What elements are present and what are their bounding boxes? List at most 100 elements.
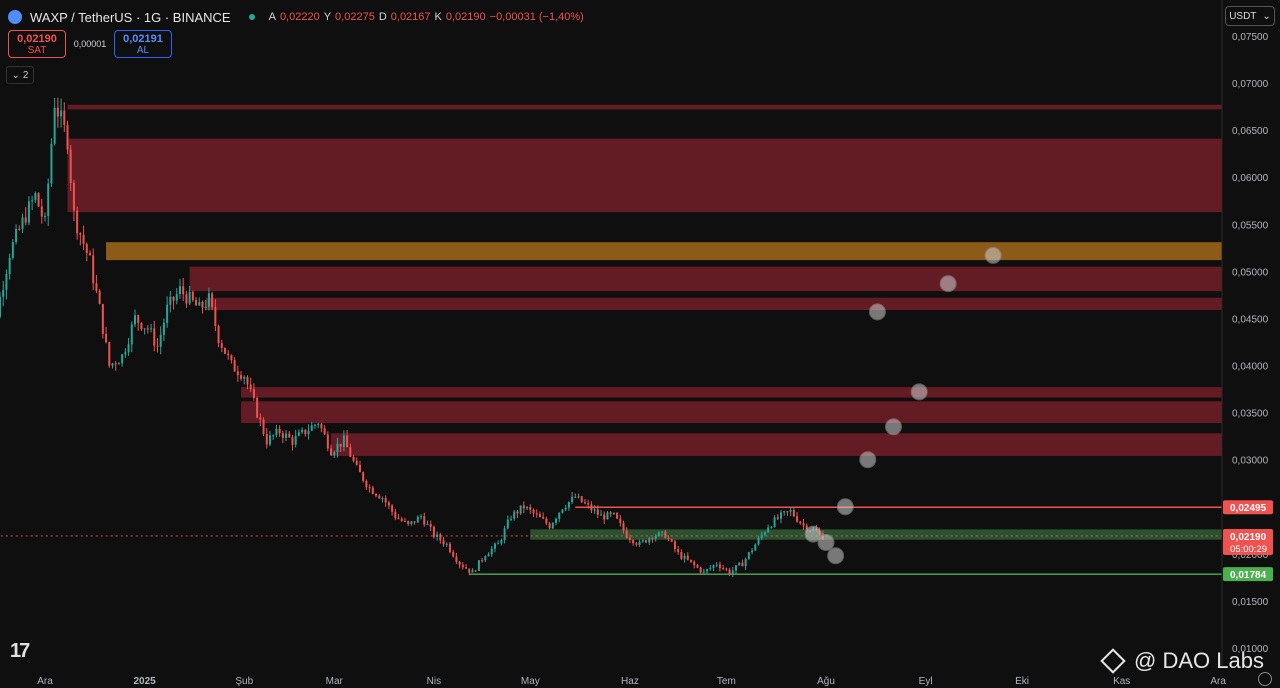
candle-body xyxy=(133,315,136,325)
candle-body xyxy=(352,456,355,461)
candle-body xyxy=(72,182,75,211)
candle-body xyxy=(37,193,40,207)
x-tick-label: Kas xyxy=(1113,676,1130,687)
candle-body xyxy=(66,124,69,150)
candle-body xyxy=(625,530,628,538)
y-tick-label: 0,06500 xyxy=(1232,126,1269,137)
currency-label: USDT xyxy=(1229,10,1257,22)
candle-body xyxy=(387,502,390,506)
indicator-count: 2 xyxy=(22,69,29,81)
candle-body xyxy=(320,424,323,429)
candle-body xyxy=(252,389,255,398)
candle-body xyxy=(121,354,124,364)
candle-body xyxy=(693,561,696,566)
indicators-collapse-button[interactable]: ⌄ 2 xyxy=(6,66,34,84)
candle-body xyxy=(516,511,519,514)
zone-red-5 xyxy=(241,387,1223,398)
sell-button[interactable]: 0,02190 SAT xyxy=(8,30,66,58)
candle-body xyxy=(169,296,172,305)
candle-body xyxy=(651,538,654,540)
candle-body xyxy=(484,556,487,561)
candle-body xyxy=(240,375,243,379)
x-tick-label: Ara xyxy=(1210,676,1226,687)
candle-body xyxy=(680,552,683,559)
candle-body xyxy=(481,560,484,562)
candle-body xyxy=(227,353,230,356)
candle-body xyxy=(490,548,493,555)
currency-selector[interactable]: USDT ⌄ xyxy=(1225,6,1275,26)
candle-body xyxy=(162,322,165,335)
candle-body xyxy=(529,506,532,510)
candle-body xyxy=(11,242,14,258)
candle-body xyxy=(426,524,429,526)
candle-body xyxy=(510,518,513,520)
candle-body xyxy=(249,384,252,390)
candle-body xyxy=(333,452,336,456)
candle-body xyxy=(600,514,603,516)
low-key: D xyxy=(378,11,387,23)
candle-body xyxy=(667,538,670,540)
candle-body xyxy=(587,503,590,505)
candle-body xyxy=(403,520,406,522)
candle-body xyxy=(108,342,111,366)
candle-body xyxy=(381,498,384,500)
candle-body xyxy=(497,543,500,545)
candle-body xyxy=(558,512,561,519)
candle-body xyxy=(92,255,95,284)
zone-orange-2 xyxy=(106,242,1223,261)
candle-body xyxy=(146,328,149,330)
zone-green-8 xyxy=(530,529,1222,540)
candle-body xyxy=(519,505,522,514)
candle-body xyxy=(268,435,271,445)
close-key: K xyxy=(434,11,442,23)
candle-body xyxy=(500,540,503,544)
candle-body xyxy=(532,509,535,514)
candle-body xyxy=(259,417,262,420)
candle-body xyxy=(654,536,657,539)
candle-body xyxy=(670,539,673,542)
candle-body xyxy=(223,347,226,354)
candle-body xyxy=(355,460,358,465)
candle-body xyxy=(69,149,72,183)
candle-body xyxy=(715,564,718,566)
candle-body xyxy=(400,518,403,521)
symbol-title[interactable]: WAXP / TetherUS · 1G · BINANCE xyxy=(30,9,231,25)
candle-body xyxy=(342,435,345,447)
candle-body xyxy=(150,328,153,330)
candle-body xyxy=(375,493,378,496)
candle-body xyxy=(738,562,741,566)
candle-body xyxy=(632,539,635,544)
chevron-down-icon: ⌄ xyxy=(11,69,20,81)
buy-button[interactable]: 0,02191 AL xyxy=(114,30,172,58)
candle-body xyxy=(754,544,757,551)
candle-body xyxy=(535,513,538,515)
candle-body xyxy=(696,565,699,568)
zone-red-4 xyxy=(205,297,1222,310)
candle-body xyxy=(88,253,91,256)
candle-body xyxy=(140,322,143,330)
x-tick-label: May xyxy=(521,676,540,687)
candle-body xyxy=(526,506,529,509)
candle-body xyxy=(236,371,239,376)
candle-body xyxy=(448,543,451,552)
settings-gear-icon[interactable] xyxy=(1258,672,1272,686)
candle-body xyxy=(603,514,606,520)
candle-body xyxy=(648,538,651,543)
candle-body xyxy=(0,296,2,317)
candle-body xyxy=(461,564,464,568)
level-price-tag xyxy=(1223,528,1273,555)
projection-point xyxy=(804,525,822,543)
candle-body xyxy=(159,334,162,347)
candle-body xyxy=(98,290,101,305)
candle-body xyxy=(474,570,477,572)
y-tick-label: 0,02000 xyxy=(1232,550,1269,561)
candle-body xyxy=(471,570,474,573)
level-price-tag xyxy=(1223,567,1273,582)
candle-body xyxy=(262,419,265,434)
candle-body xyxy=(272,435,275,437)
candle-body xyxy=(8,257,11,274)
candle-body xyxy=(105,333,108,343)
x-tick-label: Ara xyxy=(37,676,53,687)
candle-body xyxy=(770,526,773,528)
